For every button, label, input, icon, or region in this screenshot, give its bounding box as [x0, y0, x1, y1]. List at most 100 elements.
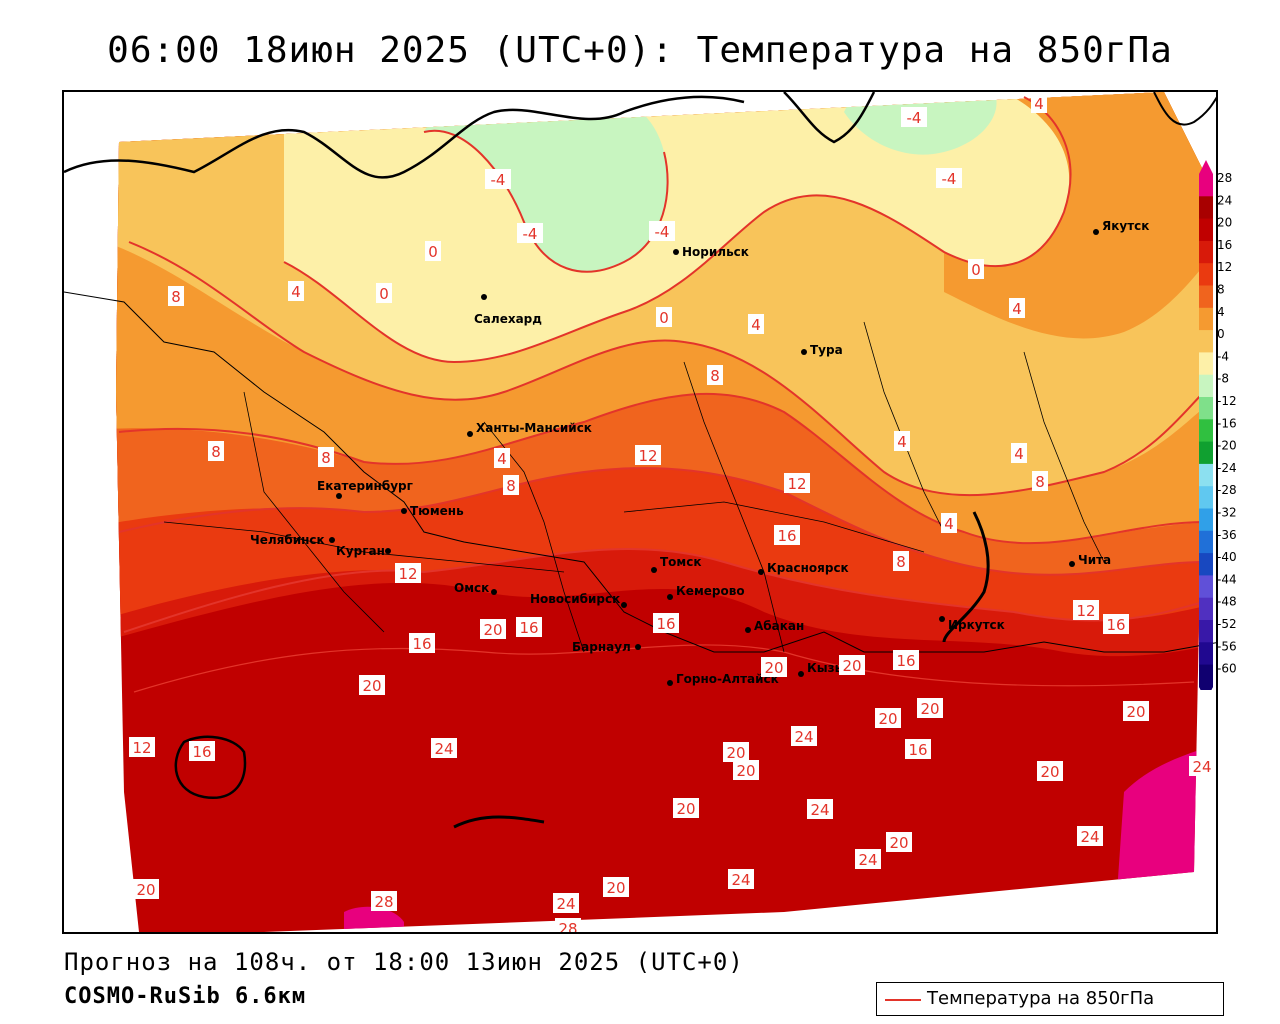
isotherm-label: 4	[751, 316, 761, 334]
city-label: Тура	[810, 343, 843, 357]
city-dot	[667, 680, 673, 686]
city-dot	[758, 569, 764, 575]
scale-tick-label: 8	[1217, 283, 1225, 297]
scale-swatch	[1199, 642, 1213, 666]
isotherm-label-box	[1032, 471, 1048, 491]
isotherm-label-box	[494, 448, 510, 468]
isotherm-label-box	[553, 893, 579, 913]
scale-tick-label: 24	[1217, 193, 1232, 207]
scale-swatch	[1199, 553, 1213, 576]
scale-swatch	[1199, 174, 1213, 197]
isotherm-label-box	[893, 650, 919, 670]
isotherm-label: 20	[1040, 763, 1059, 781]
isotherm-label-box	[189, 741, 215, 761]
scale-tick-label: -16	[1217, 416, 1237, 430]
isotherm-label-box	[649, 221, 675, 241]
isotherm-label: 24	[556, 895, 575, 913]
isotherm-label: -4	[523, 225, 538, 243]
city-dot	[481, 294, 487, 300]
city-label: Курган	[336, 544, 385, 558]
city-dot	[329, 537, 335, 543]
scale-tick-label: -24	[1217, 461, 1237, 475]
scale-swatch	[1199, 597, 1213, 621]
isotherm-label-box	[1009, 298, 1025, 318]
scale-max-arrow	[1199, 160, 1213, 174]
isotherm-label-box	[791, 726, 817, 746]
city-dot	[1093, 229, 1099, 235]
isotherm-label-box	[129, 737, 155, 757]
isotherm-label-box	[1103, 614, 1129, 634]
isotherm-label-box	[603, 877, 629, 897]
scale-swatch	[1199, 530, 1213, 554]
isotherm-label-box	[1037, 761, 1063, 781]
city-dot	[635, 644, 641, 650]
isotherm-label-box	[968, 259, 984, 279]
city-label: Горно-Алтайск	[676, 672, 779, 686]
isotherm-label: 24	[1080, 828, 1099, 846]
isotherm-label: 12	[787, 475, 806, 493]
scale-swatch	[1199, 664, 1213, 688]
isotherm-label-box	[517, 223, 543, 243]
isotherm-label: 20	[842, 657, 861, 675]
isotherm-label-box	[875, 708, 901, 728]
isotherm-label: 8	[896, 553, 906, 571]
scale-tick-label: 16	[1217, 238, 1232, 252]
isotherm-label-box	[1073, 600, 1099, 620]
scale-swatch	[1199, 218, 1213, 242]
chart-title: 06:00 18июн 2025 (UTC+0): Температура на…	[107, 30, 1173, 71]
isotherm-label-box	[855, 849, 881, 869]
city-markers: Норильск Салехард Якутск Тура Ханты-Мансийск…	[250, 219, 1149, 686]
isotherm-label: 16	[777, 527, 796, 545]
isotherm-label-box	[901, 107, 927, 127]
scale-swatch	[1199, 285, 1213, 309]
legend-line-swatch	[885, 999, 921, 1001]
isotherm-label: 12	[1076, 602, 1095, 620]
isotherm-label: 12	[398, 565, 417, 583]
isotherm-label: 20	[483, 621, 502, 639]
city-label: Кемерово	[676, 584, 745, 598]
isotherm-label: 24	[731, 871, 750, 889]
isotherm-label-box	[1077, 826, 1103, 846]
temperature-field	[116, 92, 1204, 932]
isotherm-label: 24	[858, 851, 877, 869]
isotherm-label: 28	[374, 893, 393, 911]
isotherm-label: 24	[794, 728, 813, 746]
isotherm-label: 16	[412, 635, 431, 653]
isotherm-label-box	[359, 675, 385, 695]
scale-tick-label: -40	[1217, 550, 1237, 564]
isotherm-label: 20	[606, 879, 625, 897]
scale-tick-label: -4	[1217, 349, 1229, 363]
scale-swatch	[1199, 463, 1213, 487]
city-label: Челябинск	[250, 533, 325, 547]
isotherm-label-box	[905, 739, 931, 759]
temperature-map: Норильск Салехард Якутск Тура Ханты-Мансийск…	[62, 90, 1218, 934]
city-dot	[651, 567, 657, 573]
city-label: Салехард	[474, 312, 542, 326]
isotherm-label-box	[431, 738, 457, 758]
isotherm-label: 0	[659, 309, 669, 327]
scale-swatch	[1199, 486, 1213, 509]
city-label: Норильск	[682, 245, 749, 259]
isotherm-label-box	[485, 169, 511, 189]
isotherm-label: -4	[491, 171, 506, 189]
isotherm-label: 4	[944, 515, 954, 533]
isotherm-label-box	[208, 441, 224, 461]
isotherm-label-box	[894, 431, 910, 451]
isotherm-label: 8	[1035, 473, 1045, 491]
isotherm-label-box	[133, 879, 159, 899]
city-label: Красноярск	[767, 561, 849, 575]
isotherm-label-box	[707, 365, 723, 385]
isotherm-label: 20	[764, 659, 783, 677]
scale-tick-label: -28	[1217, 483, 1237, 497]
isotherm-label: 24	[810, 801, 829, 819]
isotherm-label: 8	[211, 443, 221, 461]
scale-tick-label: -20	[1217, 439, 1237, 453]
isotherm-label-box	[839, 655, 865, 675]
scale-tick-label: 4	[1217, 305, 1225, 319]
isotherm-label-box	[886, 832, 912, 852]
city-dot	[798, 671, 804, 677]
isotherm-label-box	[376, 283, 392, 303]
scale-tick-label: 20	[1217, 216, 1232, 230]
city-dot	[467, 431, 473, 437]
scale-swatch	[1199, 196, 1213, 220]
